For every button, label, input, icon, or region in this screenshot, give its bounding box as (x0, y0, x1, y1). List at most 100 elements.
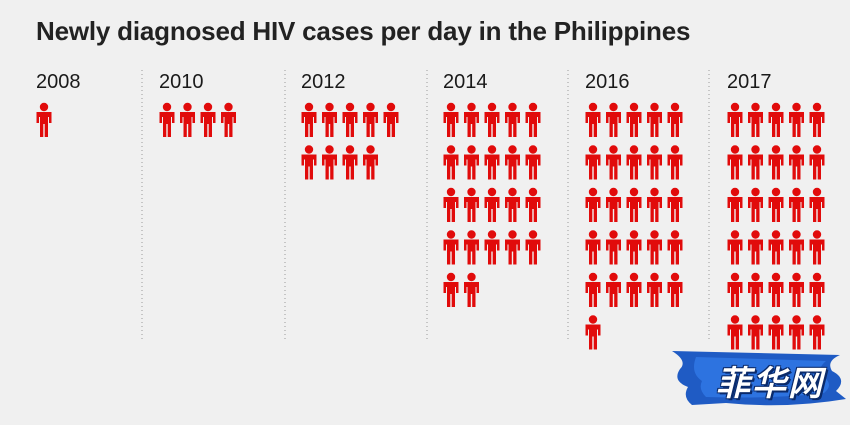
person-icon (443, 230, 459, 265)
person-icon (180, 102, 195, 137)
person-icon (322, 102, 337, 137)
person-icon (464, 187, 479, 222)
person-icon (768, 230, 784, 265)
person-icon (809, 272, 825, 307)
person-icon (727, 315, 743, 350)
chart-title: Newly diagnosed HIV cases per day in the… (36, 16, 691, 46)
person-icon (667, 272, 683, 307)
year-label: 2012 (301, 71, 346, 93)
person-icon (809, 145, 825, 180)
person-icon (484, 187, 500, 222)
person-icon (748, 145, 763, 180)
person-icon (36, 102, 52, 137)
person-icon (342, 102, 358, 137)
person-icon (727, 145, 743, 180)
person-icon (383, 102, 399, 137)
person-icon (464, 230, 479, 265)
person-icon (647, 145, 662, 180)
person-icon (727, 102, 743, 137)
year-label: 2017 (727, 71, 772, 93)
person-icon (301, 145, 317, 180)
person-icon (647, 102, 662, 137)
person-icon (525, 102, 541, 137)
person-icon (505, 102, 520, 137)
person-icon (809, 230, 825, 265)
person-icon (626, 230, 642, 265)
person-icon (363, 102, 378, 137)
person-icon (647, 230, 662, 265)
person-icon (727, 230, 743, 265)
person-icon (525, 230, 541, 265)
person-icon (768, 187, 784, 222)
person-icon (789, 272, 804, 307)
person-icon (809, 315, 825, 350)
person-icon (789, 102, 804, 137)
person-icon (768, 102, 784, 137)
person-icon (221, 102, 236, 137)
person-icon (342, 145, 358, 180)
person-icon (626, 187, 642, 222)
person-icon (647, 272, 662, 307)
person-icon (748, 315, 763, 350)
year-label: 2010 (159, 71, 204, 93)
person-icon (484, 145, 500, 180)
person-icon (748, 230, 763, 265)
person-icon (667, 187, 683, 222)
person-icon (585, 187, 601, 222)
person-icon (748, 187, 763, 222)
person-icon (727, 272, 743, 307)
person-icon (484, 102, 500, 137)
person-icon (301, 102, 317, 137)
person-icon (585, 272, 601, 307)
person-icon (606, 187, 621, 222)
person-icon (443, 145, 459, 180)
person-icon (585, 315, 601, 350)
person-icon (768, 272, 784, 307)
person-icon (606, 102, 621, 137)
person-icon (748, 272, 763, 307)
person-icon (768, 145, 784, 180)
person-icon (585, 145, 601, 180)
person-icon (809, 187, 825, 222)
year-label: 2014 (443, 71, 488, 93)
person-icon (585, 102, 601, 137)
person-icon (159, 102, 175, 137)
person-icon (464, 145, 479, 180)
person-icon (525, 145, 541, 180)
year-label: 2016 (585, 71, 630, 93)
person-icon (789, 315, 804, 350)
person-icon (443, 102, 459, 137)
person-icon (606, 272, 621, 307)
person-icon (647, 187, 662, 222)
person-icon (322, 145, 337, 180)
person-icon (748, 102, 763, 137)
person-icon (789, 187, 804, 222)
person-icon (727, 187, 743, 222)
person-icon (525, 187, 541, 222)
person-icon (667, 102, 683, 137)
person-icon (626, 145, 642, 180)
person-icon (484, 230, 500, 265)
person-icon (789, 145, 804, 180)
person-icon (505, 187, 520, 222)
person-icon (585, 230, 601, 265)
person-icon (667, 145, 683, 180)
person-icon (443, 187, 459, 222)
person-icon (789, 230, 804, 265)
person-icon (505, 230, 520, 265)
person-icon (505, 145, 520, 180)
person-icon (768, 315, 784, 350)
person-icon (626, 272, 642, 307)
watermark-logo (672, 351, 846, 406)
person-icon (809, 102, 825, 137)
person-icon (363, 145, 378, 180)
person-icon (200, 102, 216, 137)
year-label: 2008 (36, 71, 81, 93)
watermark-logo-text: 菲华网 (716, 364, 824, 404)
person-icon (606, 230, 621, 265)
person-icon (606, 145, 621, 180)
person-icon (626, 102, 642, 137)
person-icon (667, 230, 683, 265)
person-icon (464, 272, 479, 307)
